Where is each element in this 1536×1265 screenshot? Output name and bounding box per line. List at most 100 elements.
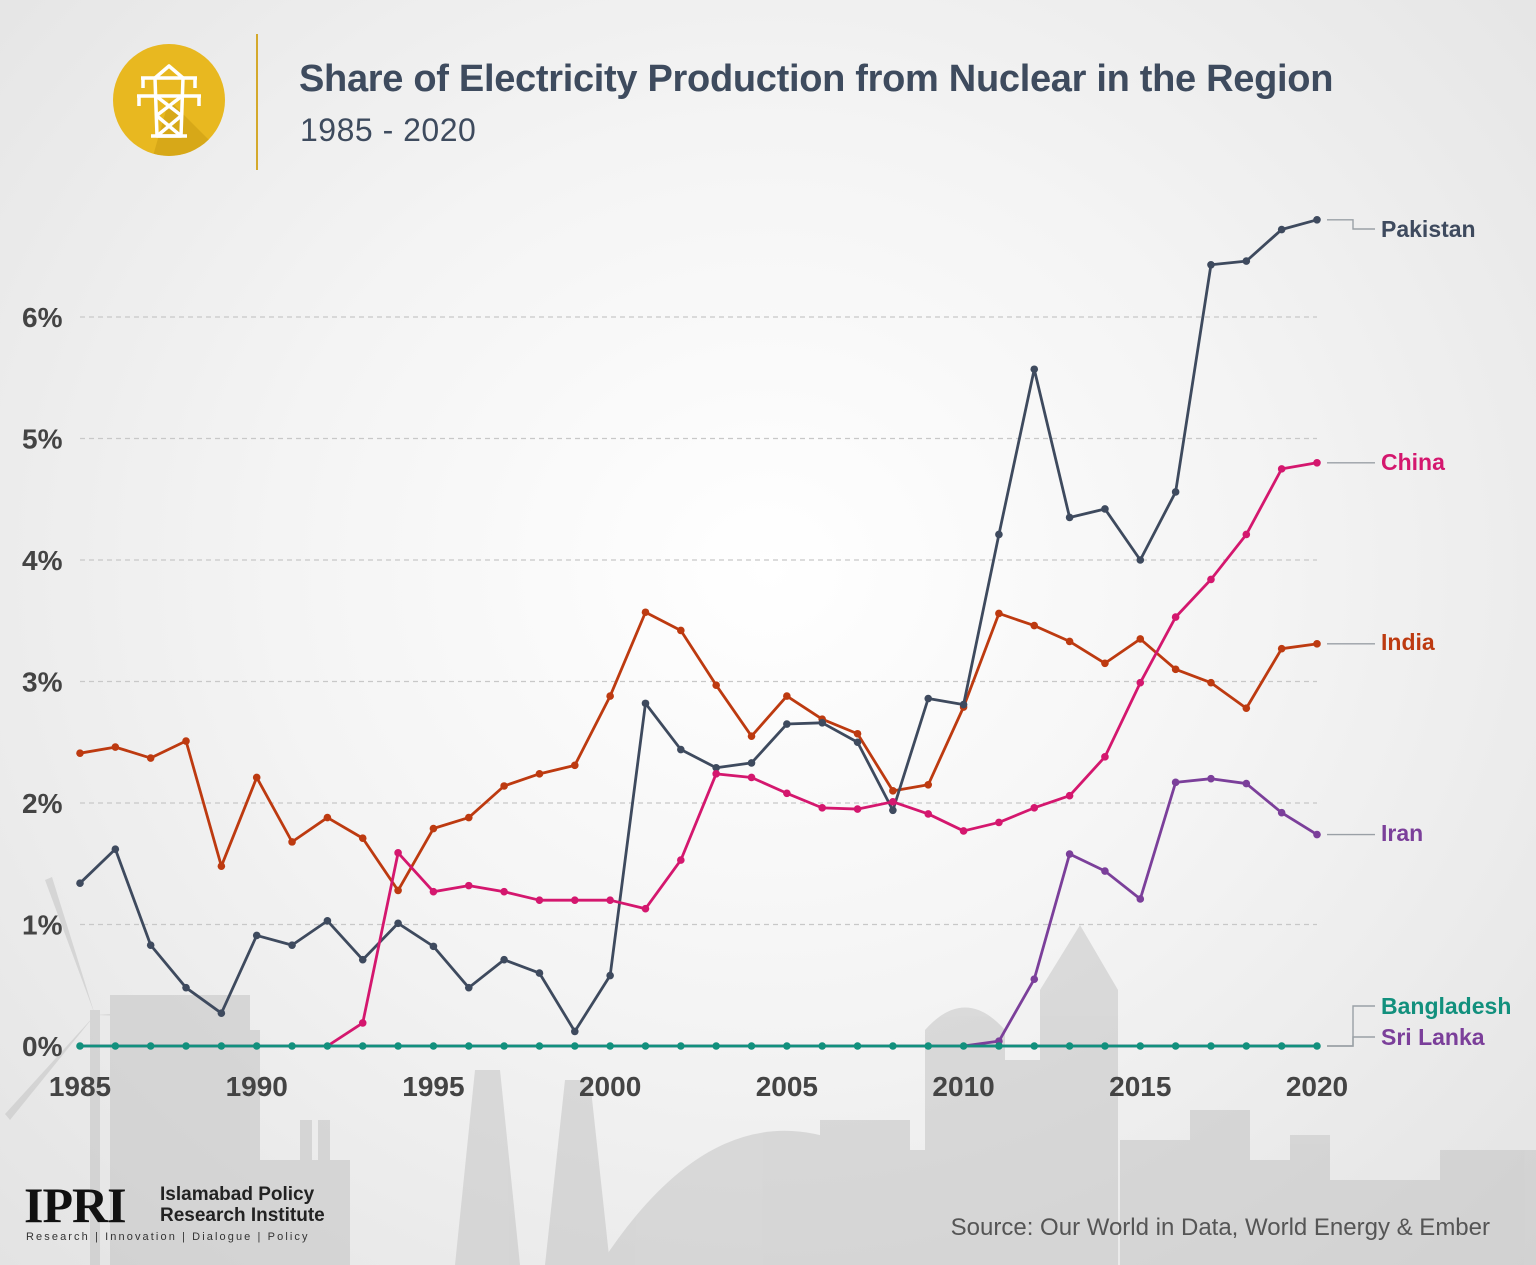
china-point xyxy=(818,804,826,812)
iran-point xyxy=(1277,808,1286,817)
bangladesh-point xyxy=(111,1042,120,1050)
india-point xyxy=(288,838,296,846)
india-point xyxy=(535,770,544,778)
pakistan-point xyxy=(252,931,261,940)
pakistan-point xyxy=(1065,513,1074,522)
pakistan-line xyxy=(79,218,1318,1033)
pakistan-point xyxy=(677,745,685,754)
bangladesh-point xyxy=(1136,1042,1145,1050)
china-point xyxy=(1065,791,1074,800)
pakistan-point xyxy=(358,955,367,964)
china-point xyxy=(1313,459,1321,467)
pakistan-point xyxy=(889,806,897,815)
india-point xyxy=(1313,640,1321,648)
india-point xyxy=(182,737,190,745)
bangladesh-point xyxy=(1065,1042,1074,1050)
iran-point xyxy=(1313,830,1321,839)
bangladesh-point xyxy=(1313,1042,1321,1050)
china-point xyxy=(464,881,473,890)
bangladesh-point xyxy=(1277,1042,1286,1050)
china-point xyxy=(641,904,650,913)
india-point xyxy=(889,787,897,795)
pakistan-point xyxy=(818,719,826,727)
india-point xyxy=(783,692,791,700)
chart-subtitle: 1985 - 2020 xyxy=(300,112,477,148)
india-series-label: India xyxy=(1381,629,1435,655)
china-point xyxy=(1136,678,1145,687)
pakistan-point xyxy=(182,983,190,992)
bangladesh-point xyxy=(288,1042,296,1050)
iran-point xyxy=(1242,779,1251,788)
bangladesh-point xyxy=(1242,1042,1251,1050)
china-line xyxy=(326,461,1318,1048)
iran-point xyxy=(1101,867,1109,875)
india-point xyxy=(500,782,508,790)
y-tick-label: 3% xyxy=(22,667,63,698)
china-point xyxy=(606,896,614,904)
pakistan-point xyxy=(111,845,120,853)
bangladesh-point xyxy=(1101,1042,1109,1050)
x-tick-label: 2005 xyxy=(756,1071,818,1102)
x-tick-label: 1990 xyxy=(226,1071,288,1102)
y-tick-label: 4% xyxy=(22,545,63,576)
china-point xyxy=(1101,753,1109,761)
china-series-label: China xyxy=(1381,449,1445,475)
china-point xyxy=(500,887,508,896)
pakistan-point xyxy=(747,759,756,767)
pakistan-point xyxy=(924,694,933,703)
pakistan-point xyxy=(1277,225,1286,234)
org-name-line2: Research Institute xyxy=(160,1205,325,1226)
china-point xyxy=(853,805,862,813)
bangladesh-point xyxy=(853,1042,862,1050)
chart-title: Share of Electricity Production from Nuc… xyxy=(299,58,1334,100)
india-point xyxy=(111,743,120,751)
iran-point xyxy=(1030,975,1039,983)
bangladesh-point xyxy=(146,1042,155,1050)
india-point xyxy=(1065,637,1074,646)
china-point xyxy=(1030,804,1039,812)
bangladesh-point xyxy=(217,1042,226,1050)
india-point xyxy=(677,626,685,635)
india-point xyxy=(924,780,933,789)
x-tick-label: 2000 xyxy=(579,1071,641,1102)
y-tick-label: 5% xyxy=(22,424,63,455)
pakistan-point xyxy=(394,919,402,928)
pakistan-point xyxy=(641,699,650,708)
y-tick-label: 2% xyxy=(22,788,63,819)
bangladesh-point xyxy=(889,1042,897,1050)
china-point xyxy=(712,770,720,778)
india-point xyxy=(217,862,226,870)
y-tick-label: 0% xyxy=(22,1031,63,1062)
pakistan-point xyxy=(995,530,1003,539)
china-point xyxy=(677,856,685,864)
bangladesh-point xyxy=(606,1042,614,1050)
bangladesh-point xyxy=(1171,1042,1180,1050)
pakistan-point xyxy=(1101,505,1109,513)
india-point xyxy=(1242,704,1251,713)
bangladesh-point xyxy=(959,1042,968,1050)
china-point xyxy=(995,818,1003,827)
china-point xyxy=(394,849,402,857)
china-point xyxy=(358,1019,367,1027)
india-point xyxy=(641,608,650,617)
pakistan-point xyxy=(959,700,968,709)
bangladesh-point xyxy=(323,1042,332,1050)
bangladesh-point xyxy=(924,1042,933,1050)
bangladesh-point xyxy=(394,1042,402,1050)
pakistan-series-label: Pakistan xyxy=(1381,216,1476,242)
bangladesh-point xyxy=(182,1042,190,1050)
bangladesh-point xyxy=(677,1042,685,1050)
india-point xyxy=(252,773,261,782)
india-point xyxy=(1277,644,1286,653)
logo-badge xyxy=(113,44,225,156)
india-point xyxy=(1136,635,1145,643)
bangladesh-point xyxy=(995,1042,1003,1050)
bangladesh-point xyxy=(500,1042,508,1050)
india-point xyxy=(1171,665,1180,674)
pakistan-point xyxy=(606,971,614,980)
org-tagline: Research | Innovation | Dialogue | Polic… xyxy=(26,1231,310,1243)
iran-line xyxy=(963,777,1318,1048)
bangladesh-point xyxy=(535,1042,544,1050)
iran-series-label: Iran xyxy=(1381,820,1423,846)
bangladesh-point xyxy=(429,1042,438,1050)
